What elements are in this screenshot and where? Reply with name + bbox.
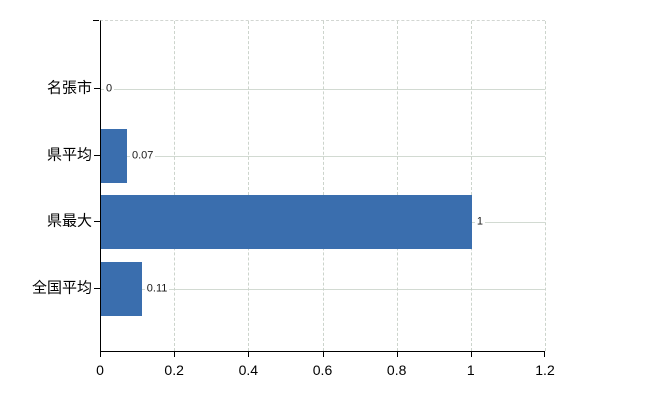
- x-axis-tick-label: 0: [96, 362, 104, 378]
- vertical-gridline: [322, 21, 324, 351]
- bar-value-label: 0.11: [144, 282, 170, 296]
- x-axis-tick: [174, 352, 176, 357]
- y-axis-top-tick: [93, 20, 99, 21]
- vertical-gridline: [248, 21, 250, 351]
- x-axis-tick: [100, 352, 101, 357]
- bar-value-label: 0.07: [129, 149, 156, 163]
- y-axis-tick: [94, 154, 100, 156]
- x-axis-tick: [470, 352, 472, 357]
- y-axis-tick: [94, 287, 100, 289]
- x-axis-tick-label: 0.2: [164, 362, 184, 378]
- category-label: 県平均: [46, 146, 92, 164]
- x-axis-tick-label: 1.2: [535, 362, 555, 378]
- category-label: 全国平均: [31, 279, 92, 297]
- x-axis-tick-label: 1: [466, 362, 475, 378]
- vertical-gridline: [545, 21, 546, 351]
- x-axis-tick-label: 0.6: [312, 362, 333, 378]
- bar: [101, 261, 142, 316]
- category-label: 県最大: [46, 212, 92, 230]
- y-axis-tick: [94, 88, 100, 90]
- vertical-gridline: [470, 21, 472, 351]
- plot-area: 0 0.07 1 0.11: [100, 20, 546, 352]
- vertical-gridline: [396, 21, 398, 351]
- bar-value-label: 0: [104, 82, 115, 96]
- bar-value-label: 1: [474, 215, 485, 229]
- bar: [101, 195, 472, 250]
- y-axis-tick: [94, 221, 100, 223]
- x-axis-tick: [544, 352, 545, 357]
- x-axis-tick: [248, 352, 250, 357]
- vertical-gridline: [174, 21, 176, 351]
- x-axis-tick: [322, 352, 324, 357]
- x-axis-tick: [396, 352, 398, 357]
- x-axis-tick-label: 0.4: [238, 362, 259, 378]
- category-label: 名張市: [46, 79, 92, 97]
- x-axis-tick-label: 0.8: [386, 362, 407, 378]
- bar: [101, 128, 127, 183]
